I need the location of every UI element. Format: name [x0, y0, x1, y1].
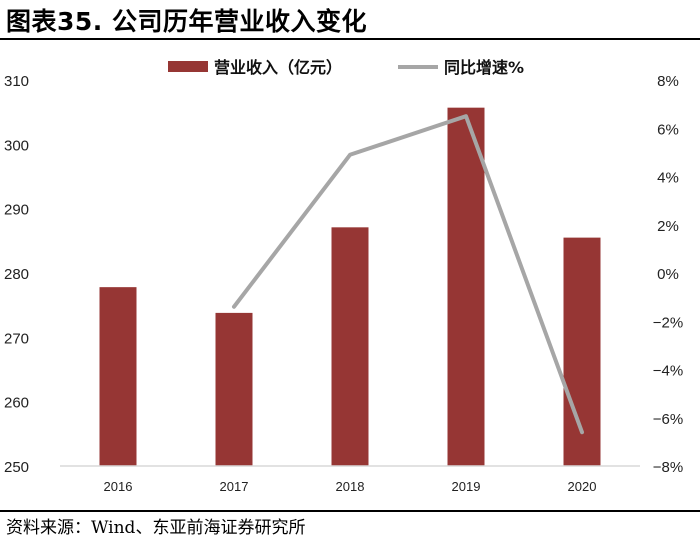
left-tick-label: 270: [4, 330, 29, 347]
legend: 营业收入（亿元） 同比增速%: [168, 58, 524, 77]
page-title: 图表35. 公司历年营业收入变化: [6, 7, 367, 36]
left-tick-label: 250: [4, 459, 29, 476]
plot-area: 250 260 270 280 290 300 310 −8% −6% −4% −2% 0% 2% 4% 6…: [4, 73, 683, 494]
right-tick-label: 4%: [657, 170, 679, 187]
legend-bar-label: 营业收入（亿元）: [214, 58, 342, 77]
title-rule: [0, 38, 700, 40]
left-tick-label: 300: [4, 137, 29, 154]
source-note: 资料来源：Wind、东亚前海证券研究所: [6, 518, 306, 538]
x-tick-label: 2020: [568, 479, 597, 494]
right-tick-label: 0%: [657, 266, 679, 283]
x-tick-label: 2016: [104, 479, 133, 494]
bar-2017: [215, 312, 253, 466]
bar-2018: [331, 227, 369, 466]
left-tick-label: 310: [4, 73, 29, 90]
right-tick-label: −8%: [653, 459, 683, 476]
left-tick-label: 260: [4, 395, 29, 412]
right-tick-label: 6%: [657, 121, 679, 138]
right-tick-label: −6%: [653, 411, 683, 428]
x-tick-label: 2018: [336, 479, 365, 494]
bar-2019: [447, 107, 485, 466]
legend-line-label: 同比增速%: [444, 58, 524, 77]
left-tick-label: 290: [4, 202, 29, 219]
left-tick-label: 280: [4, 266, 29, 283]
right-tick-label: 2%: [657, 218, 679, 235]
right-tick-label: 8%: [657, 73, 679, 90]
chart: 营业收入（亿元） 同比增速% 250 260 270 280 290 300 310 −8% −…: [4, 58, 683, 494]
source-rule: [0, 510, 700, 512]
x-tick-label: 2019: [452, 479, 481, 494]
growth-line: [232, 114, 584, 435]
x-tick-label: 2017: [220, 479, 249, 494]
legend-bar-swatch: [168, 61, 208, 72]
right-tick-label: −2%: [653, 314, 683, 331]
bar-2016: [99, 287, 137, 466]
right-tick-label: −4%: [653, 363, 683, 380]
